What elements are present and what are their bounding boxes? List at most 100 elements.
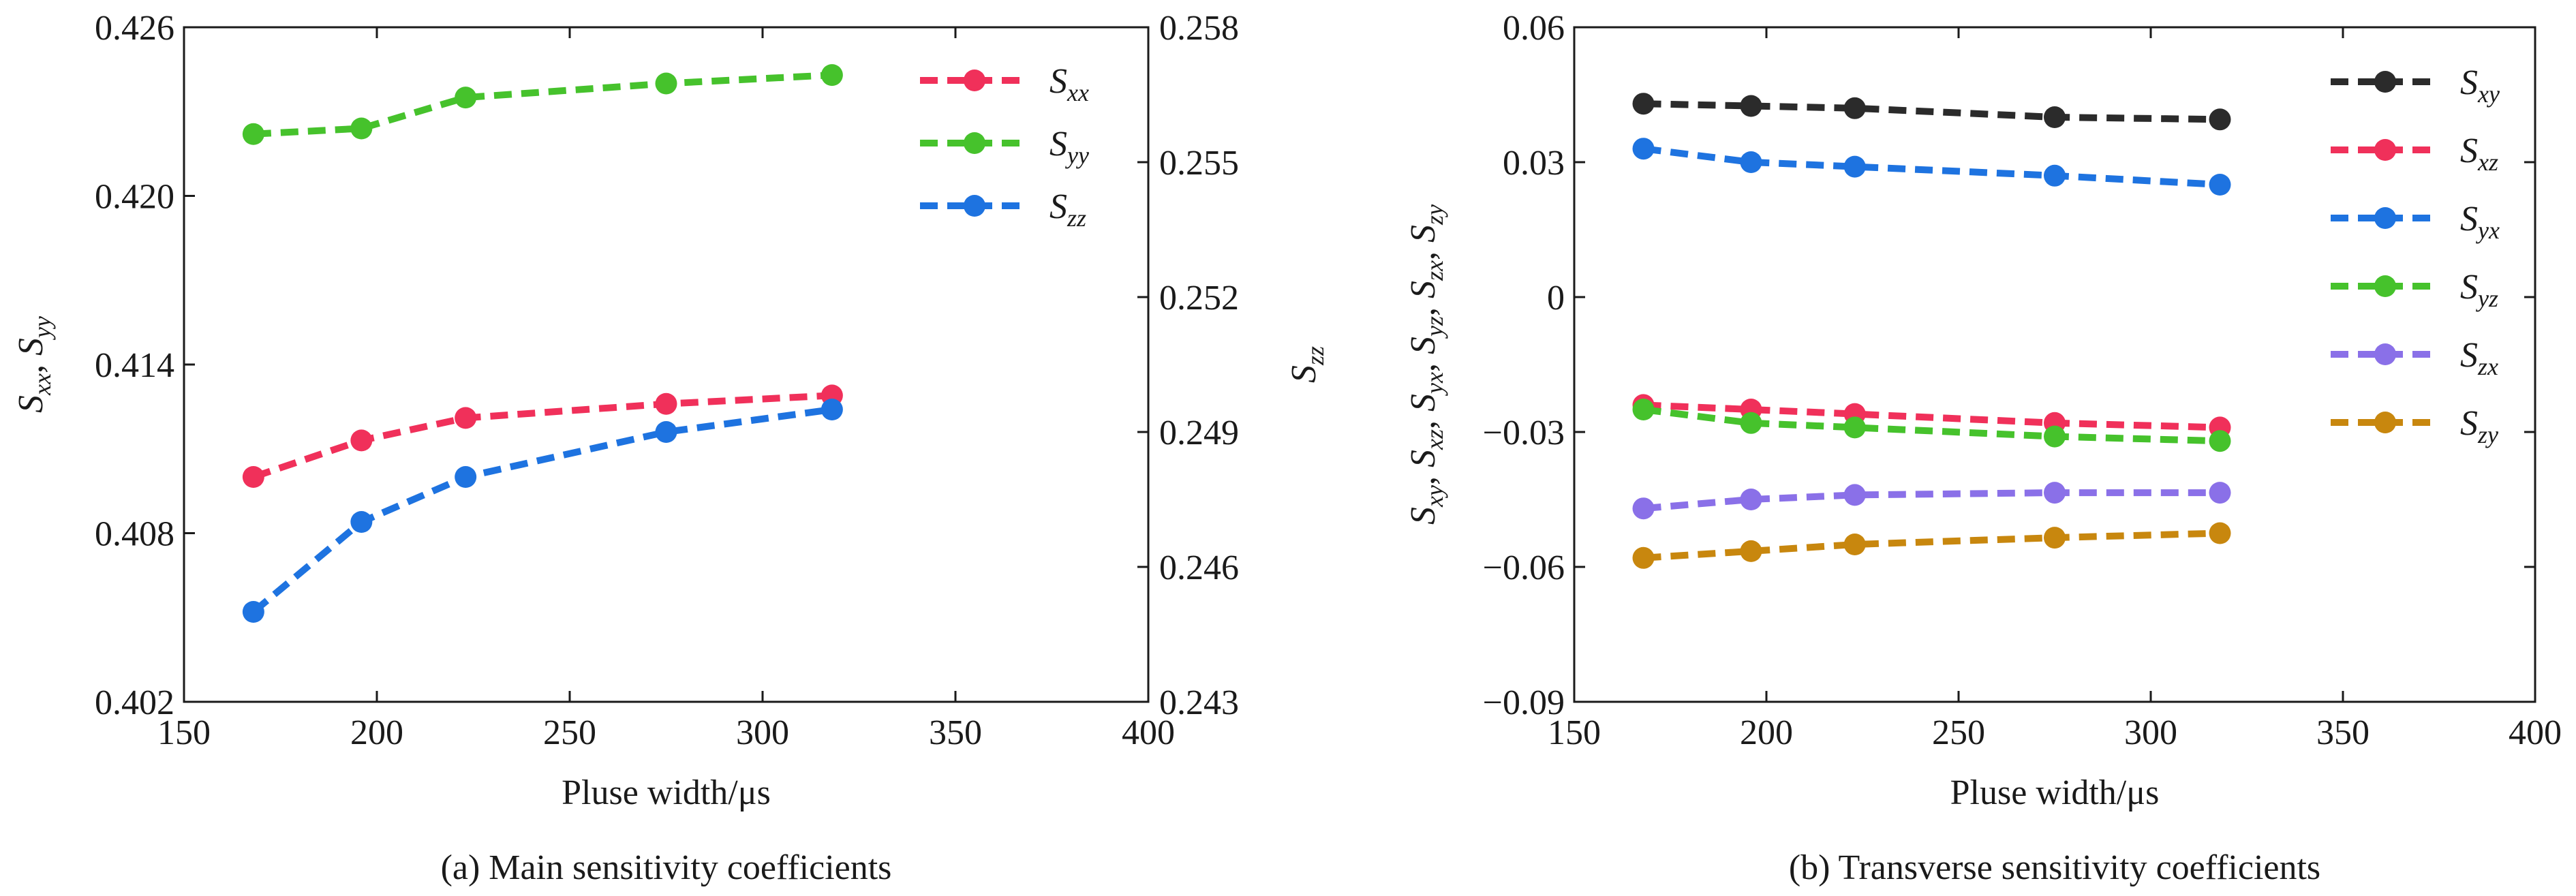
x-tick-label: 200 [1740, 713, 1793, 752]
data-point-zz [242, 601, 264, 623]
data-point-yx [2209, 174, 2231, 196]
y-tick-label: −0.03 [1483, 414, 1565, 452]
legend-label: Sxz [2460, 132, 2498, 176]
y-right-tick-label: 0.255 [1159, 144, 1239, 183]
data-point-xy [1843, 97, 1866, 119]
data-point-yy [242, 123, 264, 145]
data-point-yy [821, 64, 843, 87]
series-zx [1632, 482, 2231, 520]
panel-b: 150 200 250 300 350 400 0.06 0.03 0 −0.03 −0.06 −0.… [1404, 9, 2562, 887]
series-line-xx [252, 392, 833, 480]
data-point-zy [2044, 527, 2066, 549]
x-axis-label: Pluse width/μs [562, 773, 771, 812]
series-zy [1632, 522, 2231, 569]
data-point-zz [350, 511, 373, 533]
data-point-zy [1740, 540, 1762, 562]
data-point-yy [655, 72, 677, 95]
data-point-xx [655, 392, 677, 415]
data-point-zx [2209, 482, 2231, 504]
data-point-yz [1632, 399, 1655, 420]
legend-label: Szy [2460, 404, 2498, 448]
x-tick-label: 200 [350, 713, 403, 752]
legend-entry-zz: Szz [920, 187, 1086, 232]
plot-frame [183, 26, 1150, 703]
series-line-zz [251, 406, 833, 615]
x-tick-label: 250 [543, 713, 596, 752]
data-point-yz [2044, 425, 2066, 448]
data-point-zy [2209, 522, 2231, 544]
data-point-yz [1740, 412, 1762, 434]
data-point-xy [2209, 108, 2231, 131]
series-yz [1632, 399, 2231, 452]
series-line-xy [1643, 100, 2220, 123]
data-point-yx [1843, 155, 1866, 178]
data-point-xx [455, 407, 477, 429]
legend-label: Syx [2460, 200, 2500, 244]
series-line-yz [1642, 406, 2220, 445]
x-tick-label: 300 [2124, 713, 2177, 752]
data-point-yx [1632, 138, 1655, 160]
series-line-zx [1643, 489, 2220, 512]
series-line-xz [1643, 401, 2220, 431]
x-tick-label: 350 [929, 713, 982, 752]
data-point-xx [350, 429, 373, 452]
x-tick-label: 250 [1932, 713, 1985, 752]
series-line-zy [1643, 529, 2220, 561]
series-yx [1632, 138, 2231, 196]
series-yy [242, 64, 843, 145]
y-tick-label: −0.09 [1483, 683, 1565, 722]
data-point-zx [2044, 482, 2066, 504]
data-point-yx [1740, 151, 1762, 173]
y-tick-label: 0.414 [95, 346, 174, 385]
y-tick-label: 0.03 [1503, 144, 1565, 183]
x-tick-label: 350 [2316, 713, 2370, 752]
legend-marker [2374, 207, 2396, 229]
legend-label: Szz [1049, 187, 1086, 232]
panel-a: 150 200 250 300 350 400 0.402 0.408 0.414 0.420 0.… [12, 9, 1329, 887]
y-axis-label: Sxy, Sxz, Syx, Syz, Szx, Szy [1404, 204, 1448, 525]
x-tick-label: 400 [1122, 713, 1175, 752]
panel-caption: (b) Transverse sensitivity coefficients [1789, 848, 2320, 887]
data-point-zy [1632, 546, 1655, 569]
y-tick-label: 0.426 [95, 9, 174, 48]
legend-marker [964, 195, 985, 217]
data-point-zx [1740, 489, 1762, 510]
data-point-zy [1843, 534, 1866, 555]
data-point-xy [2044, 106, 2066, 128]
data-point-xy [1632, 93, 1655, 115]
series-line-yx [1642, 145, 2220, 188]
legend-label: Syz [2460, 268, 2498, 312]
x-tick-label: 150 [157, 713, 211, 752]
y-tick-label: 0.402 [95, 683, 174, 722]
legend-entry-yz: Syz [2331, 268, 2498, 312]
data-point-yy [350, 117, 373, 140]
plot-frame [1573, 26, 2536, 703]
x-tick-label: 400 [2509, 713, 2562, 752]
data-point-yz [2209, 430, 2231, 452]
legend-entry-xz: Sxz [2331, 132, 2498, 176]
data-point-zx [1843, 484, 1866, 506]
legend-marker [2374, 71, 2396, 93]
y-right-tick-label: 0.246 [1159, 549, 1239, 587]
legend-entry-zy: Szy [2331, 404, 2498, 448]
legend-marker [2374, 275, 2396, 297]
x-axis-label: Pluse width/μs [1950, 773, 2160, 812]
legend-marker [2374, 139, 2396, 161]
y-right-tick-label: 0.252 [1159, 279, 1239, 318]
y-tick-label: −0.06 [1483, 549, 1565, 587]
y-tick-label: 0.408 [95, 515, 174, 554]
legend-marker [964, 69, 985, 91]
y-right-tick-label: 0.243 [1159, 683, 1239, 722]
data-point-zz [455, 466, 477, 488]
y-right-tick-label: 0.249 [1159, 414, 1239, 452]
legend-label: Szx [2460, 336, 2498, 380]
data-point-yx [2044, 164, 2066, 187]
legend-entry-zx: Szx [2331, 336, 2498, 380]
legend-label: Syy [1049, 125, 1089, 169]
legend-entry-yy: Syy [920, 125, 1089, 169]
legend-marker [2374, 412, 2396, 433]
legend-entry-yx: Syx [2331, 200, 2500, 244]
data-point-xy [1740, 95, 1762, 117]
x-tick-label: 300 [736, 713, 789, 752]
